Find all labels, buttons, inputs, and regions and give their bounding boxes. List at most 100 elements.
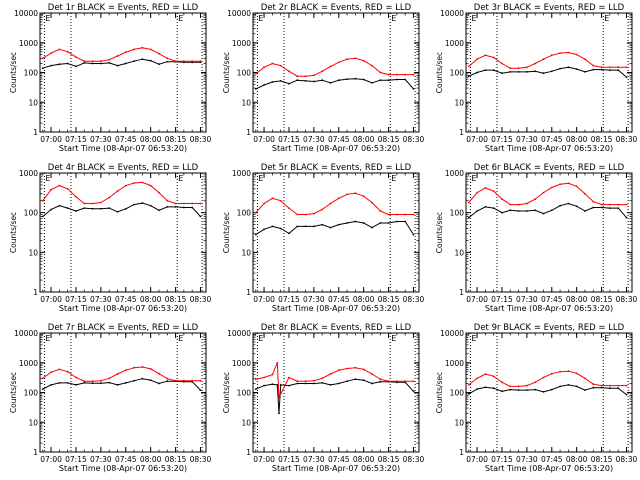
lld-data-point	[83, 380, 86, 383]
lld-data-point	[346, 367, 348, 370]
lld-data-point	[501, 62, 503, 65]
y-tick-label: 1000	[232, 39, 251, 48]
lld-data-point	[100, 60, 102, 63]
y-tick-label: 1	[33, 128, 38, 137]
events-data-point	[313, 225, 315, 228]
events-data-point	[304, 382, 307, 385]
lld-data-point	[379, 378, 382, 381]
y-tick-label: 10	[28, 98, 38, 107]
lld-data-point	[58, 184, 61, 187]
lld-data-point	[625, 66, 628, 69]
lld-data-point	[288, 376, 290, 379]
events-data-point	[404, 220, 407, 223]
events-data-point	[158, 382, 160, 385]
events-data-point	[584, 71, 586, 73]
events-data-point	[484, 386, 487, 389]
events-data-point	[567, 66, 570, 69]
events-data-point	[362, 379, 365, 382]
event-marker-label: E	[178, 174, 183, 183]
x-tick-label: 08:15	[165, 455, 187, 464]
x-tick-label: 08:15	[591, 455, 613, 464]
events-data-point	[296, 382, 299, 385]
lld-data-point	[108, 196, 111, 199]
events-data-point	[617, 207, 620, 210]
events-data-point	[396, 78, 398, 81]
lld-data-point	[58, 48, 61, 51]
lld-data-point	[625, 384, 628, 387]
event-marker-label: E	[258, 14, 263, 23]
lld-data-point	[337, 197, 340, 200]
events-data-point	[476, 210, 478, 212]
lld-data-point	[278, 396, 280, 398]
lld-data-point	[288, 207, 290, 210]
y-tick-label: 100	[450, 69, 465, 78]
lld-data-point	[313, 74, 315, 77]
x-tick-label: 07:45	[328, 295, 350, 304]
events-data-point	[592, 386, 595, 389]
y-tick-label: 10000	[440, 329, 464, 338]
x-tick-label: 07:45	[328, 135, 350, 144]
lld-data-point	[141, 181, 144, 184]
lld-data-point	[501, 381, 503, 384]
y-tick-label: 100	[24, 389, 39, 398]
y-tick-label: 10000	[227, 9, 251, 18]
y-axis-label: Counts/sec	[222, 372, 231, 413]
events-data-point	[66, 382, 69, 384]
lld-data-point	[584, 58, 586, 61]
events-data-point	[354, 220, 357, 223]
x-tick-label: 08:00	[566, 455, 588, 464]
events-data-point	[321, 79, 324, 82]
x-tick-label: 08:00	[140, 455, 162, 464]
lld-data-point	[337, 61, 340, 64]
x-tick-label: 07:15	[491, 455, 513, 464]
x-tick-label: 07:15	[278, 135, 300, 144]
lld-data-point	[617, 384, 620, 387]
lld-data-point	[412, 73, 415, 76]
events-data-point	[509, 209, 512, 212]
events-data-point	[584, 210, 586, 212]
event-marker-label: E	[471, 174, 476, 183]
lld-data-point	[362, 368, 365, 371]
events-data-point	[108, 62, 111, 64]
lld-data-point	[337, 369, 340, 372]
x-tick-label: 07:00	[40, 135, 62, 144]
x-tick-label: 07:30	[303, 295, 325, 304]
lld-data-point	[321, 377, 324, 380]
lld-data-point	[609, 203, 611, 206]
lld-data-point	[484, 54, 487, 57]
lld-series-line	[255, 192, 414, 215]
events-data-point	[600, 386, 603, 389]
event-marker-label: E	[45, 174, 50, 183]
lld-series-line	[468, 182, 627, 206]
y-tick-label: 100	[24, 209, 39, 218]
x-tick-label: 08:00	[566, 295, 588, 304]
events-data-point	[526, 389, 528, 391]
lld-data-point	[371, 64, 373, 67]
events-data-point	[83, 62, 86, 64]
lld-data-point	[50, 188, 52, 191]
events-data-point	[609, 69, 611, 71]
lld-data-point	[149, 368, 152, 370]
events-data-point	[329, 226, 332, 229]
lld-data-point	[199, 379, 202, 382]
events-data-point	[313, 80, 315, 83]
events-data-point	[271, 383, 274, 386]
lld-data-point	[404, 213, 407, 216]
events-data-point	[371, 382, 373, 385]
lld-data-point	[141, 46, 144, 49]
y-tick-label: 10000	[440, 9, 464, 18]
x-tick-label: 07:00	[253, 135, 275, 144]
lld-series-line	[468, 51, 627, 69]
lld-data-point	[354, 192, 357, 195]
lld-data-point	[542, 191, 545, 194]
lld-data-point	[166, 377, 169, 380]
event-marker-label: E	[178, 334, 183, 343]
event-marker-label: E	[391, 174, 396, 183]
events-data-point	[66, 207, 69, 210]
y-tick-label: 10	[28, 418, 38, 427]
lld-data-point	[50, 52, 52, 54]
x-tick-label: 07:00	[466, 135, 488, 144]
y-tick-label: 1	[459, 288, 464, 297]
events-data-point	[379, 79, 382, 82]
x-tick-label: 08:30	[616, 135, 638, 144]
